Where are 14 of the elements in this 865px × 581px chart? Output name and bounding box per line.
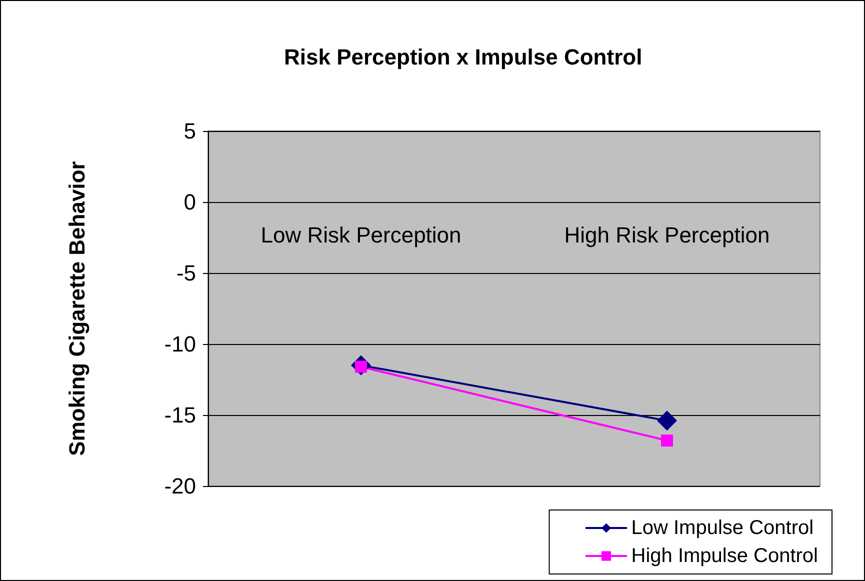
legend-label: Low Impulse Control [631,517,814,539]
y-tick-label: 5 [184,118,196,144]
y-tick-label: -5 [176,260,196,286]
point [657,410,677,431]
y-axis-title: Smoking Cigarette Behavior [64,160,90,456]
point [661,434,673,447]
chart-title: Risk Perception x Impulse Control [284,44,642,70]
y-tick-label: -10 [164,332,196,356]
y-tick-label: 0 [184,190,196,214]
x-tick-label: High Risk Perception [564,222,770,248]
legend-label: High Impulse Control [631,545,818,567]
y-tick-label: -20 [164,474,196,498]
y-tick-label: -15 [164,402,196,428]
x-tick-label: Low Risk Perception [260,222,462,248]
